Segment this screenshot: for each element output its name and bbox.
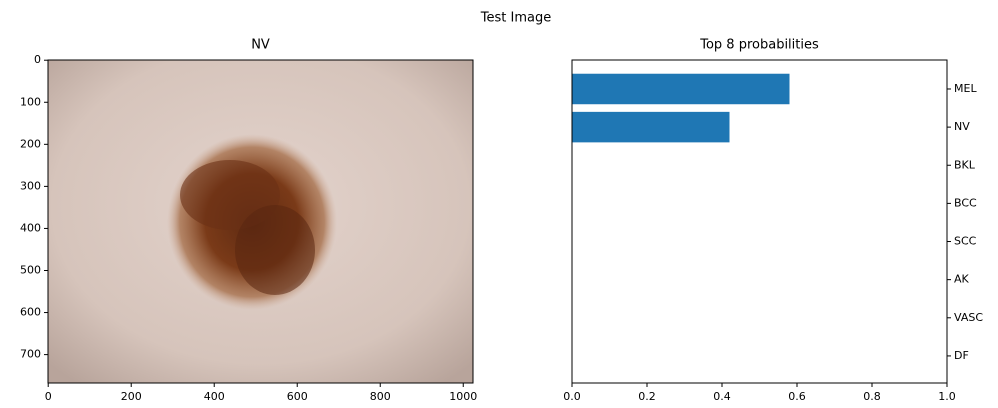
x-tick-label: 0.2 <box>638 390 656 403</box>
y-tick-label: 0 <box>34 53 41 66</box>
y-tick-label: 600 <box>20 306 41 319</box>
y-tick-label: AK <box>954 273 970 286</box>
y-tick-label: 400 <box>20 221 41 234</box>
y-tick-label: DF <box>954 349 969 362</box>
x-tick-label: 200 <box>121 390 142 403</box>
x-tick-label: 600 <box>287 390 308 403</box>
axes-title: Top 8 probabilities <box>699 38 819 53</box>
page: {"title": "Test Image", "chart_data": [ … <box>0 0 998 408</box>
bar <box>572 112 730 143</box>
x-tick-label: 800 <box>370 390 391 403</box>
y-tick-label: 500 <box>20 263 41 276</box>
y-tick-label: 200 <box>20 137 41 150</box>
x-tick-label: 0 <box>45 390 52 403</box>
x-tick-label: 0.4 <box>713 390 731 403</box>
y-tick-label: BKL <box>954 158 976 171</box>
x-tick-label: 1.0 <box>938 390 956 403</box>
figure: Test Image 0 200 400 600 800 1000 0 100 200 300 40… <box>0 0 998 408</box>
y-tick-label: SCC <box>954 235 977 248</box>
lesion-core <box>235 205 315 295</box>
axes-title: NV <box>251 38 270 53</box>
figure-title: Test Image <box>480 11 551 26</box>
y-tick-label: 300 <box>20 179 41 192</box>
x-tick-label: 400 <box>204 390 225 403</box>
x-tick-label: 1000 <box>449 390 477 403</box>
y-tick-label: NV <box>954 120 970 133</box>
y-tick-label: BCC <box>954 196 977 209</box>
bar <box>572 74 790 105</box>
axes-frame <box>572 60 947 383</box>
y-tick-label: 100 <box>20 95 41 108</box>
y-tick-label: 700 <box>20 348 41 361</box>
x-tick-label: 0.6 <box>788 390 806 403</box>
x-tick-label: 0.0 <box>563 390 581 403</box>
y-tick-label: VASC <box>954 311 983 324</box>
y-tick-label: MEL <box>954 82 977 95</box>
dermoscopy-image <box>48 60 473 383</box>
x-tick-label: 0.8 <box>863 390 881 403</box>
